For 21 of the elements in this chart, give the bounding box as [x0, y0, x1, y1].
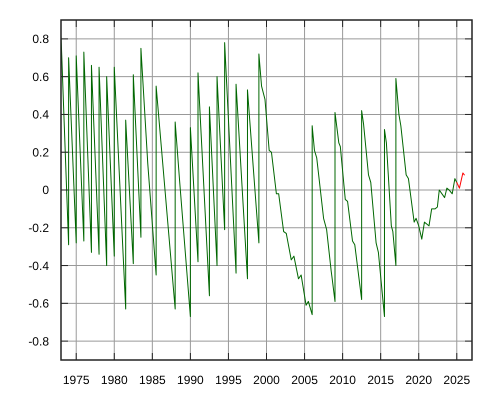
x-tick-label: 1990: [177, 373, 204, 387]
y-tick-label: 0.6: [32, 70, 50, 84]
x-tick-label: 1980: [100, 373, 128, 387]
y-tick-label: -0.2: [28, 220, 50, 235]
y-tick-label: -0.8: [28, 334, 50, 348]
x-tick-label: 1985: [138, 373, 166, 387]
line-series: [456, 172, 465, 189]
y-tick-label: 0.2: [32, 145, 50, 160]
x-tick-label: 1975: [62, 373, 90, 387]
x-tick-label: 2015: [367, 373, 394, 387]
x-tick-label: 2020: [405, 373, 432, 387]
y-tick-label: 0: [42, 183, 50, 198]
y-tick-label: -0.4: [28, 258, 50, 273]
y-tick-label: 0.8: [32, 32, 50, 46]
x-tick-label: 2010: [329, 373, 356, 387]
x-tick-label: 2000: [253, 373, 280, 387]
x-tick-label: 2025: [443, 373, 470, 387]
x-tick-label: 1995: [215, 373, 242, 387]
y-tick-label: 0.4: [32, 108, 50, 122]
x-tick-label: 2005: [291, 373, 318, 387]
y-tick-label: -0.6: [28, 296, 50, 311]
